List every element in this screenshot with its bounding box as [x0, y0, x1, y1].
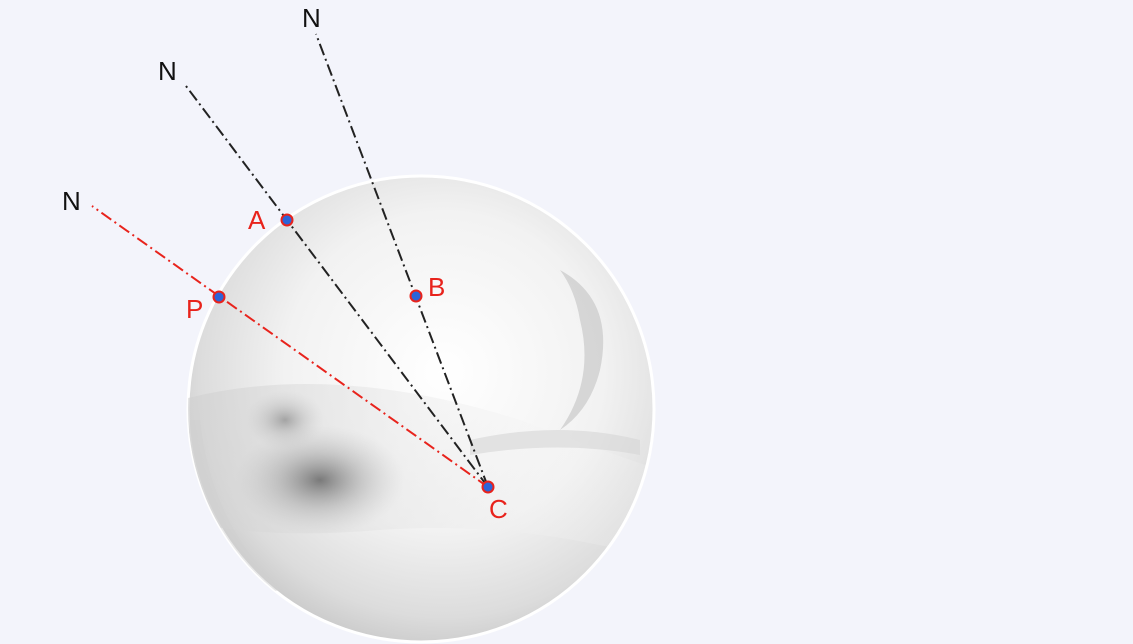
point-a[interactable] — [280, 213, 294, 227]
line-c-to-n-upper-left — [185, 85, 489, 488]
label-point-a: A — [248, 205, 266, 235]
point-c[interactable] — [481, 480, 495, 494]
label-point-b: B — [428, 272, 445, 302]
sphere — [186, 174, 656, 644]
label-n-upper-left: N — [158, 56, 177, 86]
line-c-to-n-left — [91, 205, 489, 488]
label-n-top: N — [302, 3, 321, 33]
point-b[interactable] — [409, 289, 423, 303]
point-p[interactable] — [212, 290, 226, 304]
label-n-left: N — [62, 186, 81, 216]
label-point-p: P — [186, 294, 203, 324]
line-c-to-n-top — [315, 33, 489, 488]
label-point-c: C — [489, 494, 508, 524]
